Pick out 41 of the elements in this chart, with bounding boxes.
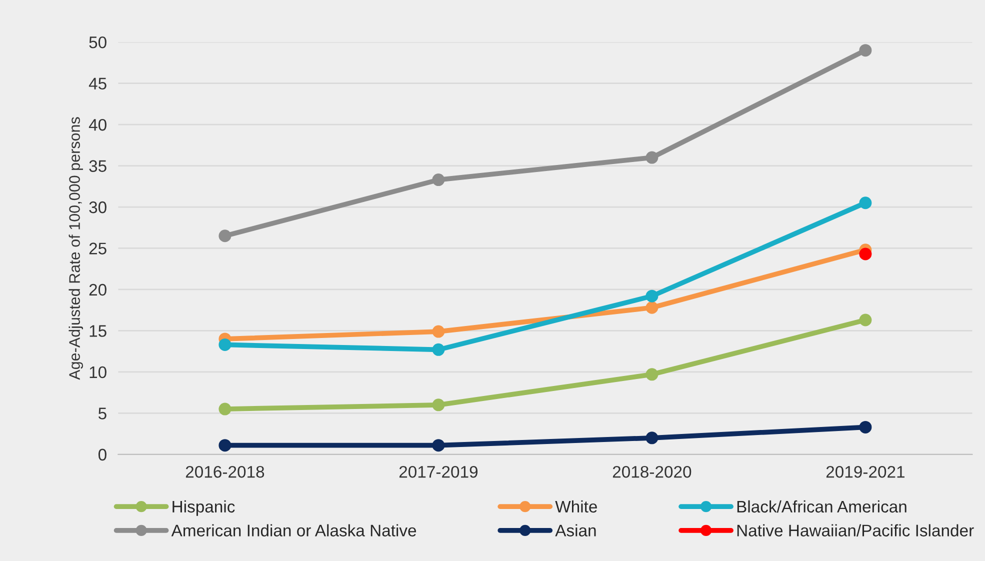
- point: [859, 248, 872, 260]
- y-tick-label: 10: [90, 366, 106, 378]
- y-tick-label: 25: [89, 242, 106, 254]
- x-tick-label: 2019-2021: [826, 466, 904, 478]
- y-tick-label: 35: [89, 160, 106, 172]
- legend-label: Hispanic: [172, 500, 235, 516]
- point: [646, 290, 658, 302]
- legend-label: Native Hawaiian/Pacific Islander: [737, 524, 974, 536]
- y-axis-title: Age-Adjusted Rate of 100,000 persons: [68, 117, 83, 380]
- y-tick-label: 50: [89, 36, 106, 48]
- y-tick-label: 20: [89, 284, 106, 296]
- point: [218, 230, 232, 242]
- point: [218, 402, 232, 416]
- point: [646, 151, 658, 164]
- point: [859, 44, 872, 57]
- point: [859, 420, 872, 434]
- y-tick-label: 45: [88, 78, 106, 90]
- legend-label: Black/African American: [737, 500, 906, 513]
- legend-label: Asian: [555, 524, 596, 536]
- point: [646, 301, 658, 314]
- legend-label: American Indian or Alaska Native: [171, 524, 416, 536]
- y-tick-label: 0: [98, 448, 106, 461]
- point: [432, 174, 445, 186]
- point: [432, 439, 445, 452]
- x-tick-label: 2017-2019: [399, 466, 478, 478]
- y-tick-label: 30: [89, 201, 106, 214]
- y-tick-label: 15: [90, 325, 106, 337]
- point: [646, 368, 658, 381]
- x-tick-label: 2018-2020: [612, 466, 692, 478]
- y-tick-label: 5: [98, 408, 106, 420]
- point: [432, 398, 445, 412]
- point: [218, 439, 232, 452]
- point: [859, 314, 872, 326]
- point: [432, 325, 445, 338]
- point: [859, 196, 872, 210]
- point: [218, 338, 232, 351]
- point: [432, 343, 445, 356]
- y-tick-label: 40: [88, 118, 106, 131]
- x-tick-label: 2016-2018: [186, 466, 264, 478]
- point: [646, 432, 658, 444]
- legend-label: White: [555, 500, 597, 513]
